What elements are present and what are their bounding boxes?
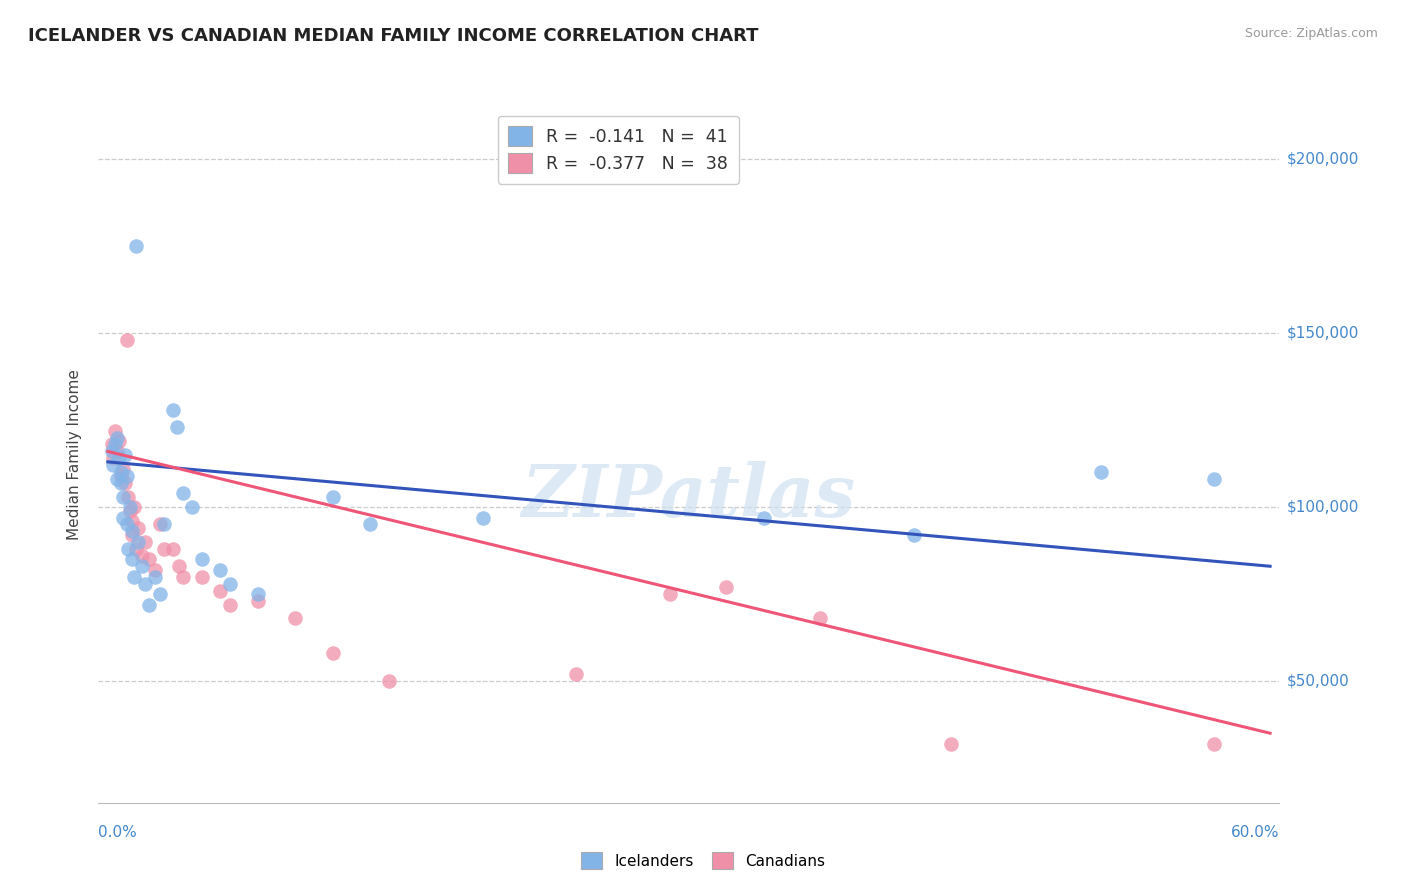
Point [941,737,963,751]
Y-axis label: Median Family Income: Median Family Income [67,369,83,541]
Legend: R =  -0.141   N =  41, R =  -0.377   N =  38: R = -0.141 N = 41, R = -0.377 N = 38 [498,116,738,184]
Point [359,517,381,532]
Point [322,490,344,504]
Point [110,475,132,490]
Point [111,490,134,504]
Point [284,611,307,625]
Point [808,611,831,625]
Point [117,490,139,504]
Point [110,468,132,483]
Point [115,468,138,483]
Point [105,472,128,486]
Point [143,570,166,584]
Point [218,598,240,612]
Text: $200,000: $200,000 [1286,152,1358,167]
Point [120,503,142,517]
Point [117,541,139,556]
Point [104,424,127,438]
Point [114,448,136,462]
Point [167,559,190,574]
Point [121,514,143,528]
Point [104,437,127,451]
Point [121,552,143,566]
Point [100,444,122,458]
Point [131,559,153,574]
Point [1090,466,1112,480]
Point [134,576,156,591]
Point [752,510,775,524]
Point [115,517,138,532]
Point [181,500,204,514]
Point [127,534,149,549]
Point [110,466,132,480]
Text: $150,000: $150,000 [1286,326,1358,341]
Text: Source: ZipAtlas.com: Source: ZipAtlas.com [1244,27,1378,40]
Point [138,598,160,612]
Point [162,541,184,556]
Text: $100,000: $100,000 [1286,500,1358,515]
Point [166,420,188,434]
Point [108,451,131,466]
Point [121,528,143,542]
Point [111,462,134,476]
Point [143,563,166,577]
Point [125,239,148,253]
Point [125,541,148,556]
Point [322,646,344,660]
Point [903,528,925,542]
Point [121,524,143,539]
Point [471,510,494,524]
Point [378,674,401,689]
Text: 0.0%: 0.0% [98,825,138,840]
Point [120,500,142,514]
Point [190,552,212,566]
Point [108,434,131,448]
Text: $50,000: $50,000 [1286,673,1350,689]
Point [149,587,172,601]
Point [122,500,145,514]
Point [716,580,738,594]
Point [103,451,125,466]
Text: ZIPatlas: ZIPatlas [522,461,856,533]
Point [172,486,194,500]
Legend: Icelanders, Canadians: Icelanders, Canadians [575,846,831,875]
Point [153,517,176,532]
Point [218,576,240,591]
Point [122,570,145,584]
Text: 60.0%: 60.0% [1232,825,1279,840]
Point [134,534,156,549]
Point [659,587,682,601]
Point [111,510,134,524]
Point [246,587,269,601]
Point [100,437,122,451]
Point [153,541,176,556]
Point [127,521,149,535]
Point [209,563,232,577]
Point [565,667,588,681]
Point [162,402,184,417]
Point [1202,472,1225,486]
Point [172,570,194,584]
Point [138,552,160,566]
Point [114,475,136,490]
Point [190,570,212,584]
Point [105,431,128,445]
Text: ICELANDER VS CANADIAN MEDIAN FAMILY INCOME CORRELATION CHART: ICELANDER VS CANADIAN MEDIAN FAMILY INCO… [28,27,759,45]
Point [209,583,232,598]
Point [131,549,153,563]
Point [115,333,138,347]
Point [1202,737,1225,751]
Point [149,517,172,532]
Point [103,458,125,473]
Point [105,444,128,458]
Point [246,594,269,608]
